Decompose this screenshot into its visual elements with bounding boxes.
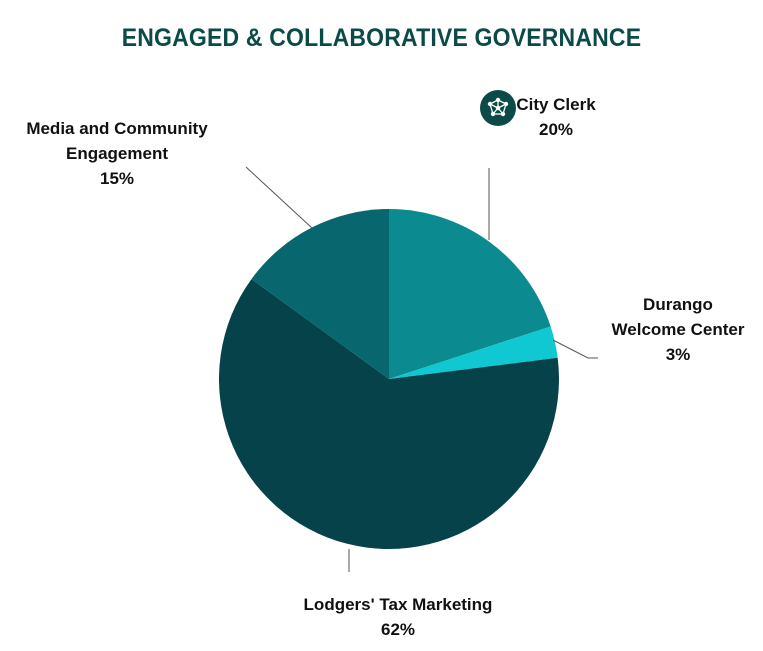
label-media: Media and Community Engagement 15% xyxy=(10,116,224,191)
label-lodgers-pct: 62% xyxy=(380,620,416,639)
label-city-clerk: City Clerk 20% xyxy=(500,92,612,142)
label-lodgers: Lodgers' Tax Marketing 62% xyxy=(270,592,526,642)
label-durango: Durango Welcome Center 3% xyxy=(598,292,758,367)
label-city-clerk-pct: 20% xyxy=(538,120,574,139)
label-media-pct: 15% xyxy=(99,169,135,188)
leader-line-media xyxy=(245,166,313,229)
label-city-clerk-name: City Clerk xyxy=(516,95,596,114)
label-lodgers-name: Lodgers' Tax Marketing xyxy=(303,595,493,614)
label-durango-pct: 3% xyxy=(665,345,691,364)
network-molecule-icon xyxy=(479,89,517,127)
leader-line-durango xyxy=(552,339,598,359)
pie-slice-media-and-community-engagement xyxy=(251,209,389,379)
label-durango-line2: Welcome Center xyxy=(611,320,745,339)
pie-slice-durango-welcome-center xyxy=(389,326,558,379)
pie-slice-lodgers-tax-marketing xyxy=(219,279,560,550)
label-durango-line1: Durango xyxy=(643,295,713,314)
pie-slice-city-clerk xyxy=(389,209,551,379)
label-media-line1: Media and Community xyxy=(26,119,208,138)
chart-title: ENGAGED & COLLABORATIVE GOVERNANCE xyxy=(121,24,642,52)
label-media-line2: Engagement xyxy=(65,144,169,163)
